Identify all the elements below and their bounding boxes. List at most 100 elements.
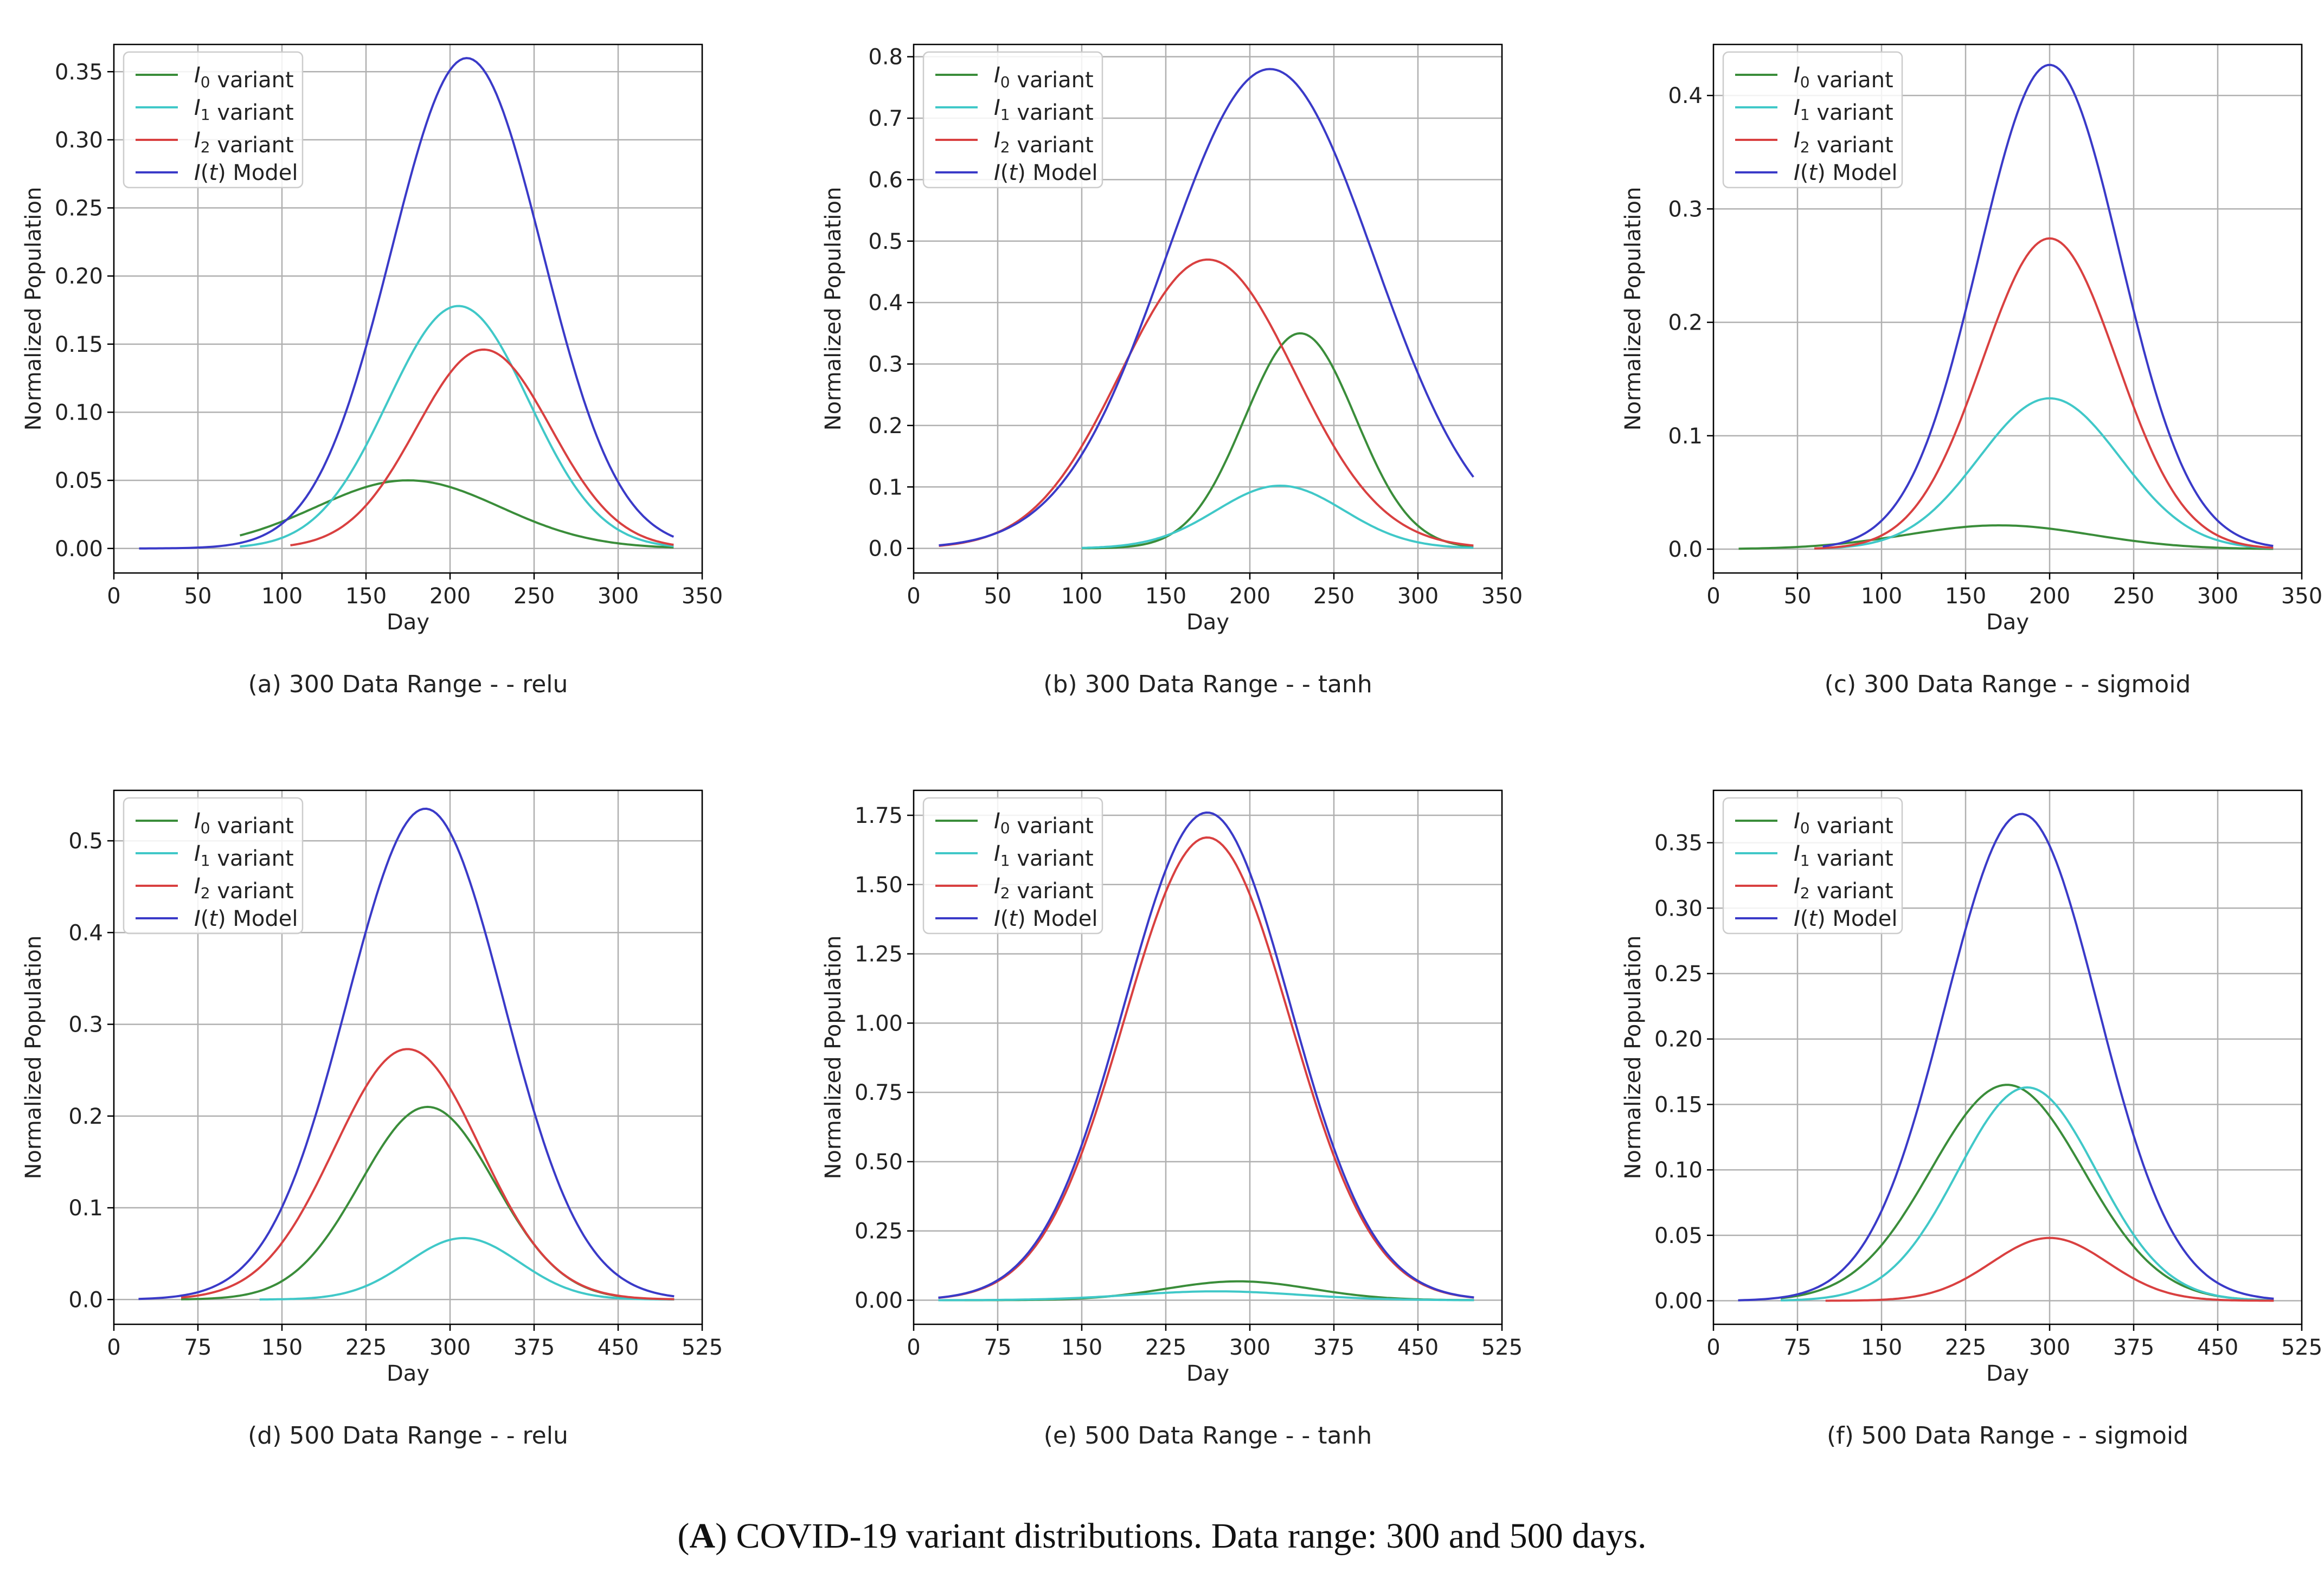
legend-label-I1: I1 variant [194, 95, 294, 125]
x-tick-label: 100 [1861, 584, 1902, 609]
chart-subtitle: (d) 500 Data Range - - relu [248, 1422, 568, 1450]
series-line-I1 [259, 1236, 675, 1301]
y-axis-label: Normalized Population [1621, 187, 1646, 431]
series-line-It [1738, 813, 2274, 1302]
series-line-I1 [1780, 1086, 2274, 1302]
caption-text: ) COVID-19 variant distributions. Data r… [715, 1516, 1646, 1556]
legend-label-I2: I2 variant [994, 128, 1094, 158]
legend-label-I1: I1 variant [194, 841, 294, 871]
y-axis-label: Normalized Population [21, 936, 46, 1180]
chart-panel-5: 0 75 150 225 300 375 450 525 0.00 0.05 0.10 0.15 0.2… [1621, 789, 2322, 1450]
caption-bold: A [689, 1516, 715, 1556]
legend-label-It: I(t) Model [1794, 906, 1898, 931]
y-tick-label: 0.20 [55, 264, 103, 289]
legend-label-I1: I1 variant [994, 841, 1094, 871]
x-axis-label: Day [1186, 610, 1229, 635]
x-tick-label: 50 [1784, 584, 1812, 609]
y-tick-label: 0.2 [868, 414, 903, 439]
y-axis-label: Normalized Population [1621, 936, 1646, 1180]
y-tick-label: 0.1 [868, 475, 903, 500]
x-tick-label: 525 [2281, 1335, 2322, 1360]
y-tick-label: 0.0 [68, 1287, 103, 1312]
legend-label-I1: I1 variant [1794, 95, 1893, 125]
y-tick-label: 0.0 [868, 537, 903, 562]
x-tick-label: 250 [513, 584, 555, 609]
legend-label-I0: I0 variant [194, 63, 294, 93]
y-tick-label: 0.30 [55, 128, 103, 153]
series-line-I0 [1081, 332, 1474, 550]
y-tick-label: 0.30 [1654, 896, 1703, 921]
legend-label-I1: I1 variant [994, 95, 1094, 125]
y-tick-label: 0.25 [55, 196, 103, 221]
series-line-It [139, 57, 675, 550]
x-tick-label: 250 [2113, 584, 2154, 609]
x-axis-label: Day [1986, 1361, 2029, 1386]
y-tick-label: 0.5 [68, 829, 103, 854]
legend-label-It: I(t) Model [994, 906, 1098, 931]
series-line-I1 [1814, 397, 2274, 550]
plot-frame [1712, 43, 2303, 574]
y-tick-label: 0.15 [1654, 1092, 1703, 1117]
x-tick-label: 450 [2197, 1335, 2238, 1360]
x-tick-label: 0 [107, 1335, 120, 1360]
legend-label-I2: I2 variant [194, 874, 294, 904]
y-tick-label: 0.05 [1654, 1223, 1703, 1248]
x-tick-label: 0 [907, 584, 920, 609]
legend-box [123, 51, 304, 189]
y-tick-label: 0.25 [855, 1219, 903, 1244]
y-tick-label: 0.25 [1654, 962, 1703, 987]
legend-label-I2: I2 variant [994, 874, 1094, 904]
y-tick-label: 0.75 [855, 1080, 903, 1105]
chart-subtitle: (c) 300 Data Range - - sigmoid [1825, 671, 2191, 698]
x-tick-label: 150 [345, 584, 387, 609]
y-tick-label: 1.50 [855, 873, 903, 898]
x-tick-label: 0 [907, 1335, 920, 1360]
series-line-It [939, 68, 1474, 546]
x-tick-label: 450 [1397, 1335, 1439, 1360]
x-tick-label: 0 [1706, 584, 1720, 609]
x-tick-label: 0 [1706, 1335, 1720, 1360]
legend-label-It: I(t) Model [194, 160, 298, 185]
x-tick-label: 350 [2281, 584, 2322, 609]
y-tick-label: 0.05 [55, 468, 103, 493]
y-tick-label: 1.25 [855, 942, 903, 967]
y-tick-label: 0.1 [1668, 424, 1703, 449]
series-line-I2 [290, 348, 674, 546]
y-tick-label: 0.35 [55, 60, 103, 85]
series-line-I0 [239, 479, 674, 549]
y-tick-label: 0.3 [68, 1013, 103, 1038]
chart-subtitle: (f) 500 Data Range - - sigmoid [1827, 1422, 2188, 1450]
chart-subtitle: (a) 300 Data Range - - relu [248, 671, 568, 698]
series-line-I2 [181, 1048, 675, 1300]
x-tick-label: 250 [1313, 584, 1354, 609]
chart-panel-0: 0 50 100 150 200 250 300 350 0.00 0.05 0.10 0.15 0.2… [21, 43, 723, 698]
chart-subtitle: (e) 500 Data Range - - tanh [1044, 1422, 1372, 1450]
y-tick-label: 0.3 [1668, 197, 1703, 222]
y-tick-label: 0.0 [1668, 537, 1703, 562]
plot-frame [913, 43, 1503, 574]
x-tick-label: 225 [345, 1335, 387, 1360]
legend-box [123, 797, 304, 935]
x-tick-label: 300 [2197, 584, 2238, 609]
x-tick-label: 100 [1061, 584, 1102, 609]
y-tick-label: 0.7 [868, 106, 903, 131]
series-line-I2 [938, 836, 1474, 1299]
y-tick-label: 0.4 [868, 291, 903, 315]
x-tick-label: 375 [2113, 1335, 2154, 1360]
y-tick-label: 0.3 [868, 352, 903, 377]
caption-prefix: ( [677, 1516, 689, 1556]
x-tick-label: 525 [682, 1335, 723, 1360]
x-tick-label: 150 [261, 1335, 303, 1360]
chart-panel-1: 0 50 100 150 200 250 300 350 0.0 0.1 0.2 0.3 0.4 0.5 0… [821, 43, 1523, 698]
y-tick-label: 0.2 [68, 1104, 103, 1129]
x-tick-label: 225 [1945, 1335, 1986, 1360]
legend-label-I0: I0 variant [1794, 809, 1893, 839]
chart-panel-4: 0 75 150 225 300 375 450 525 0.00 0.25 0.50 0.75 1.0… [821, 789, 1523, 1450]
legend-label-I2: I2 variant [194, 128, 294, 158]
y-tick-label: 0.10 [55, 400, 103, 425]
x-tick-label: 100 [261, 584, 303, 609]
